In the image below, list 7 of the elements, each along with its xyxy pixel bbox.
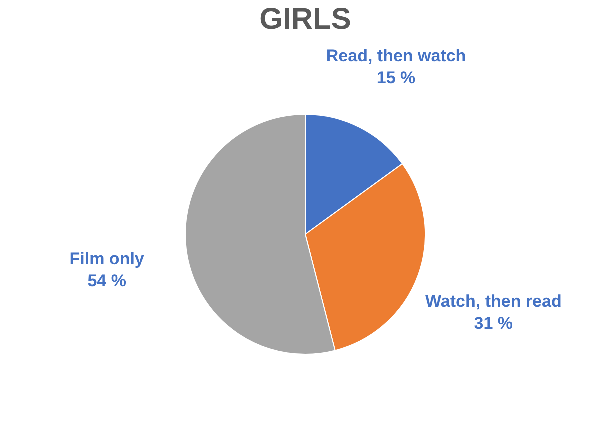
slice-label: Film only bbox=[70, 250, 145, 269]
chart-title: GIRLS bbox=[260, 3, 352, 36]
data-label: 31 % bbox=[474, 314, 514, 334]
slice-label: Read, then watch bbox=[326, 46, 466, 66]
data-label: 15 % bbox=[376, 68, 416, 88]
data-label: 54 % bbox=[88, 272, 126, 291]
slice-label: Watch, then read bbox=[426, 292, 562, 312]
